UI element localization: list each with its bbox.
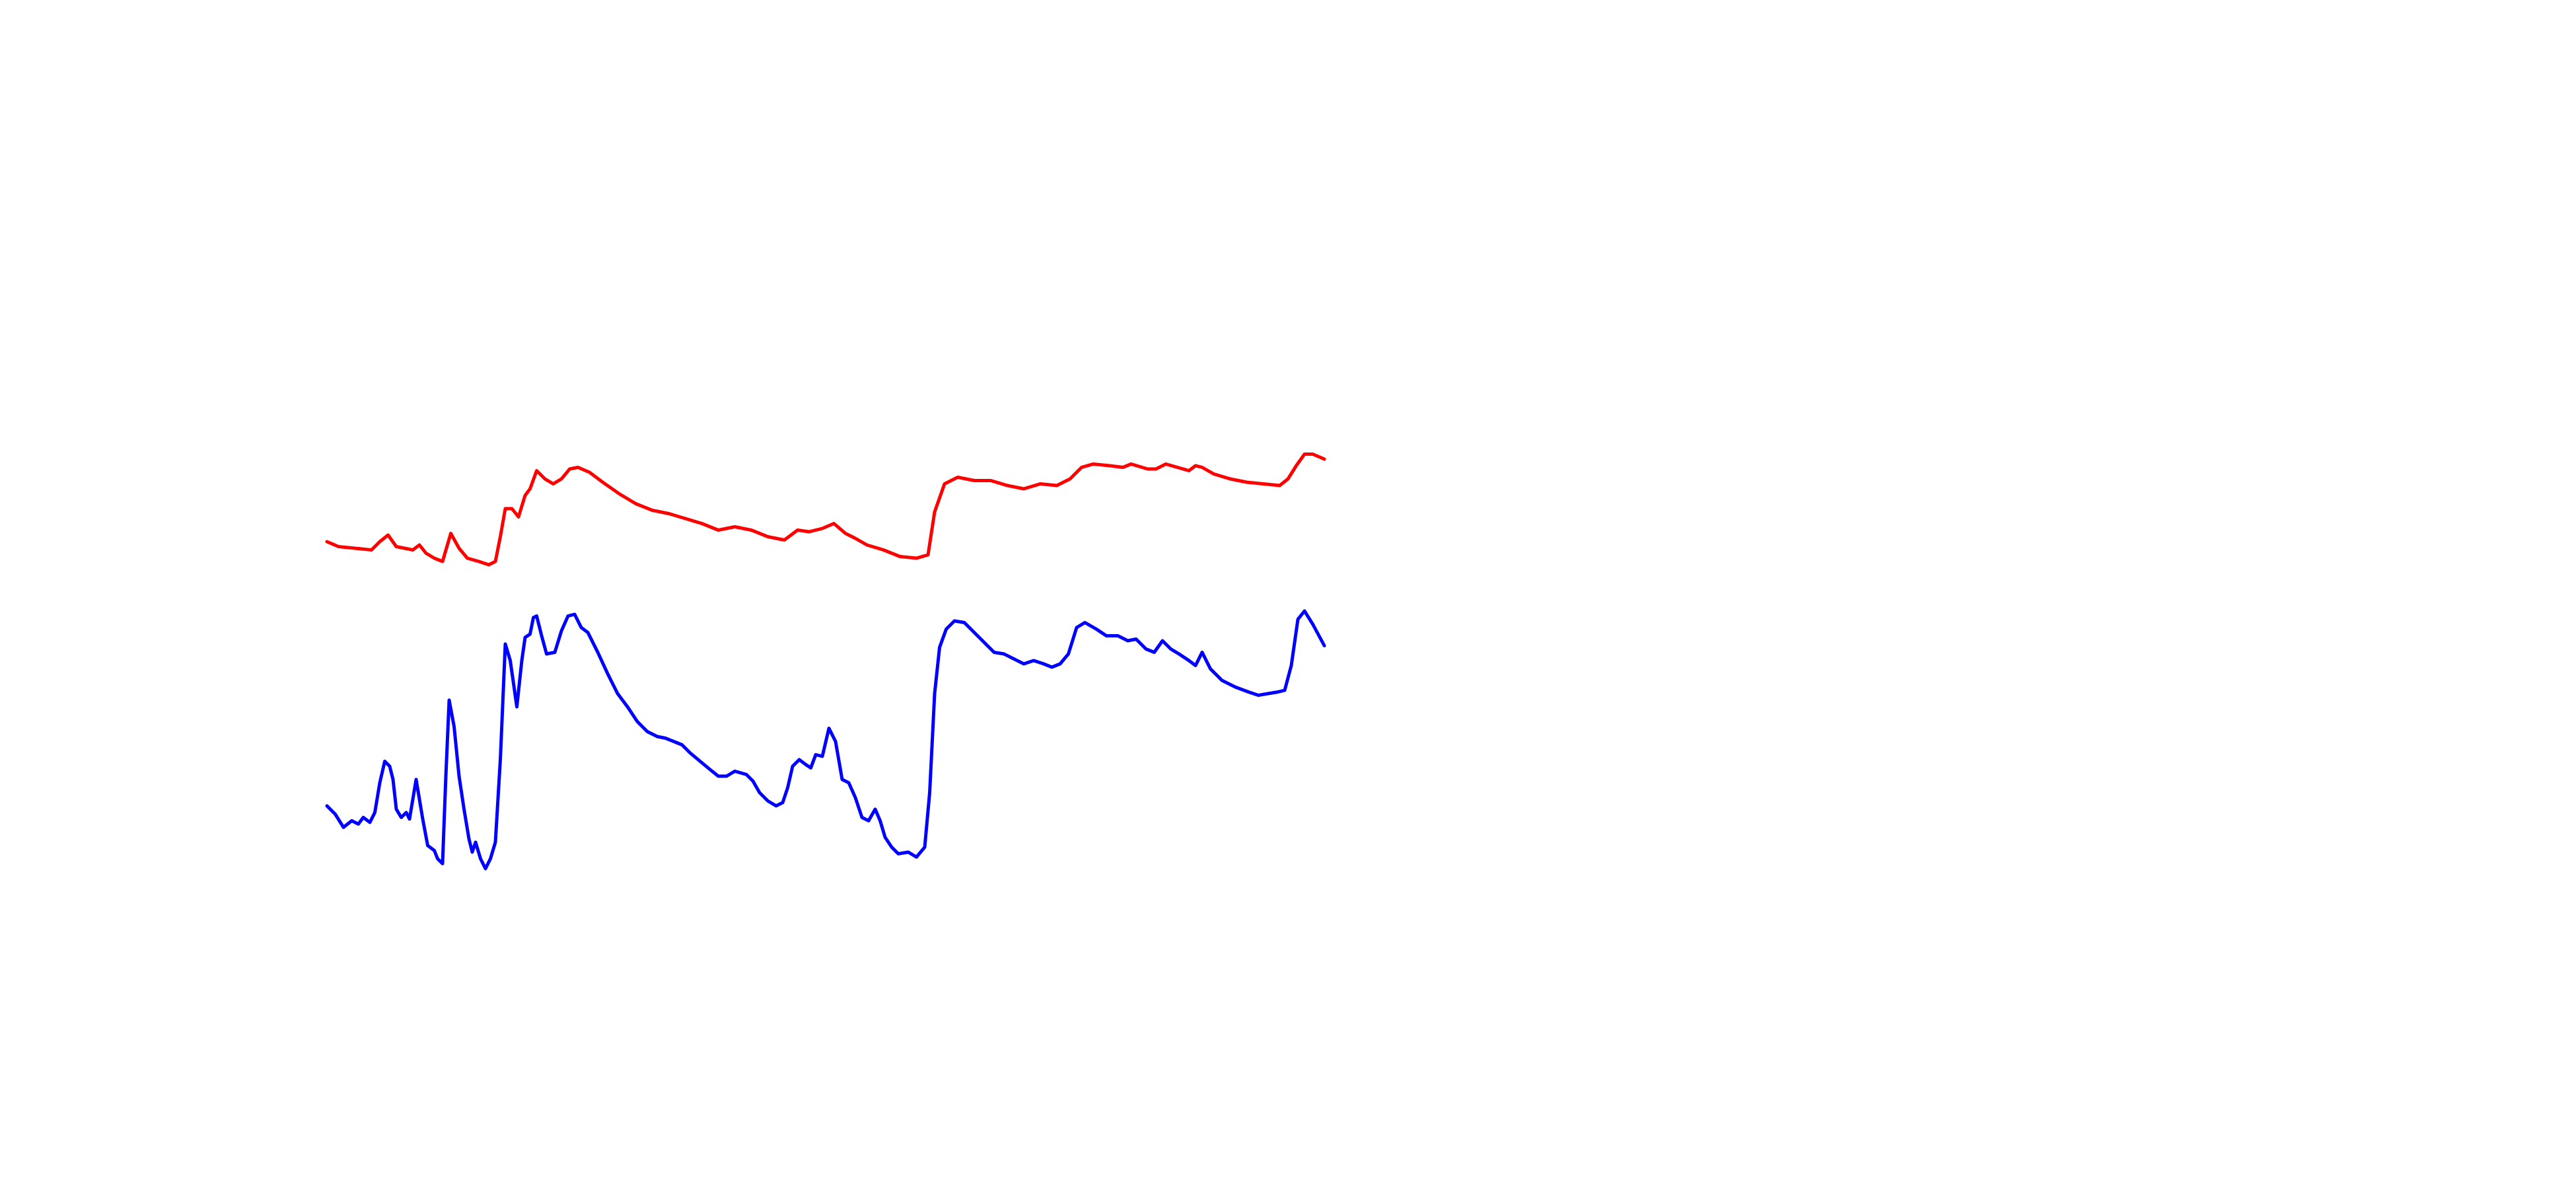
data-line bbox=[325, 609, 1326, 871]
data-line bbox=[325, 452, 1326, 567]
